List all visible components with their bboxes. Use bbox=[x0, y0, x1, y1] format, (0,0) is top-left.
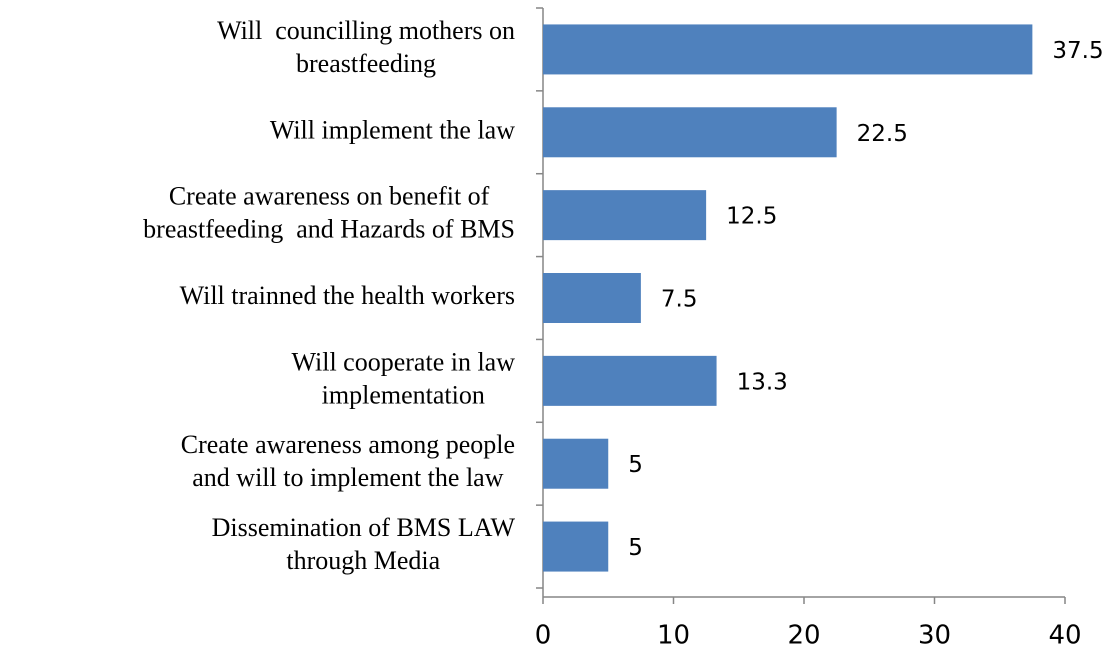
value-label: 5 bbox=[628, 535, 643, 561]
value-label: 37.5 bbox=[1052, 38, 1103, 64]
x-tick-label: 10 bbox=[657, 621, 690, 651]
bar bbox=[543, 273, 641, 323]
y-tick-label: Will implement the law bbox=[270, 115, 515, 144]
y-tick-label: Dissemination of BMS LAW through Media bbox=[212, 513, 516, 575]
bar bbox=[543, 190, 707, 241]
value-label: 22.5 bbox=[857, 121, 908, 147]
bar bbox=[543, 24, 1033, 75]
y-tick-label: Will cooperate in law implementation bbox=[292, 347, 516, 409]
y-tick-label: Create awareness on benefit of breastfeed… bbox=[143, 182, 515, 244]
x-tick-label: 20 bbox=[787, 621, 820, 651]
value-label: 12.5 bbox=[726, 204, 777, 230]
value-label: 7.5 bbox=[661, 287, 698, 313]
x-tick-label: 30 bbox=[918, 621, 951, 651]
value-label: 13.3 bbox=[737, 369, 788, 395]
bar bbox=[543, 521, 609, 572]
y-tick-label: Will trainned the health workers bbox=[180, 281, 515, 310]
y-tick-label: Will councilling mothers on breastfeeding bbox=[217, 16, 515, 78]
bar bbox=[543, 438, 609, 489]
y-tick-label: Create awareness among people and will to… bbox=[181, 430, 515, 492]
value-label: 5 bbox=[628, 452, 643, 478]
x-tick-label: 0 bbox=[535, 621, 552, 651]
bar bbox=[543, 107, 837, 158]
bar bbox=[543, 355, 717, 406]
x-tick-label: 40 bbox=[1048, 621, 1081, 651]
